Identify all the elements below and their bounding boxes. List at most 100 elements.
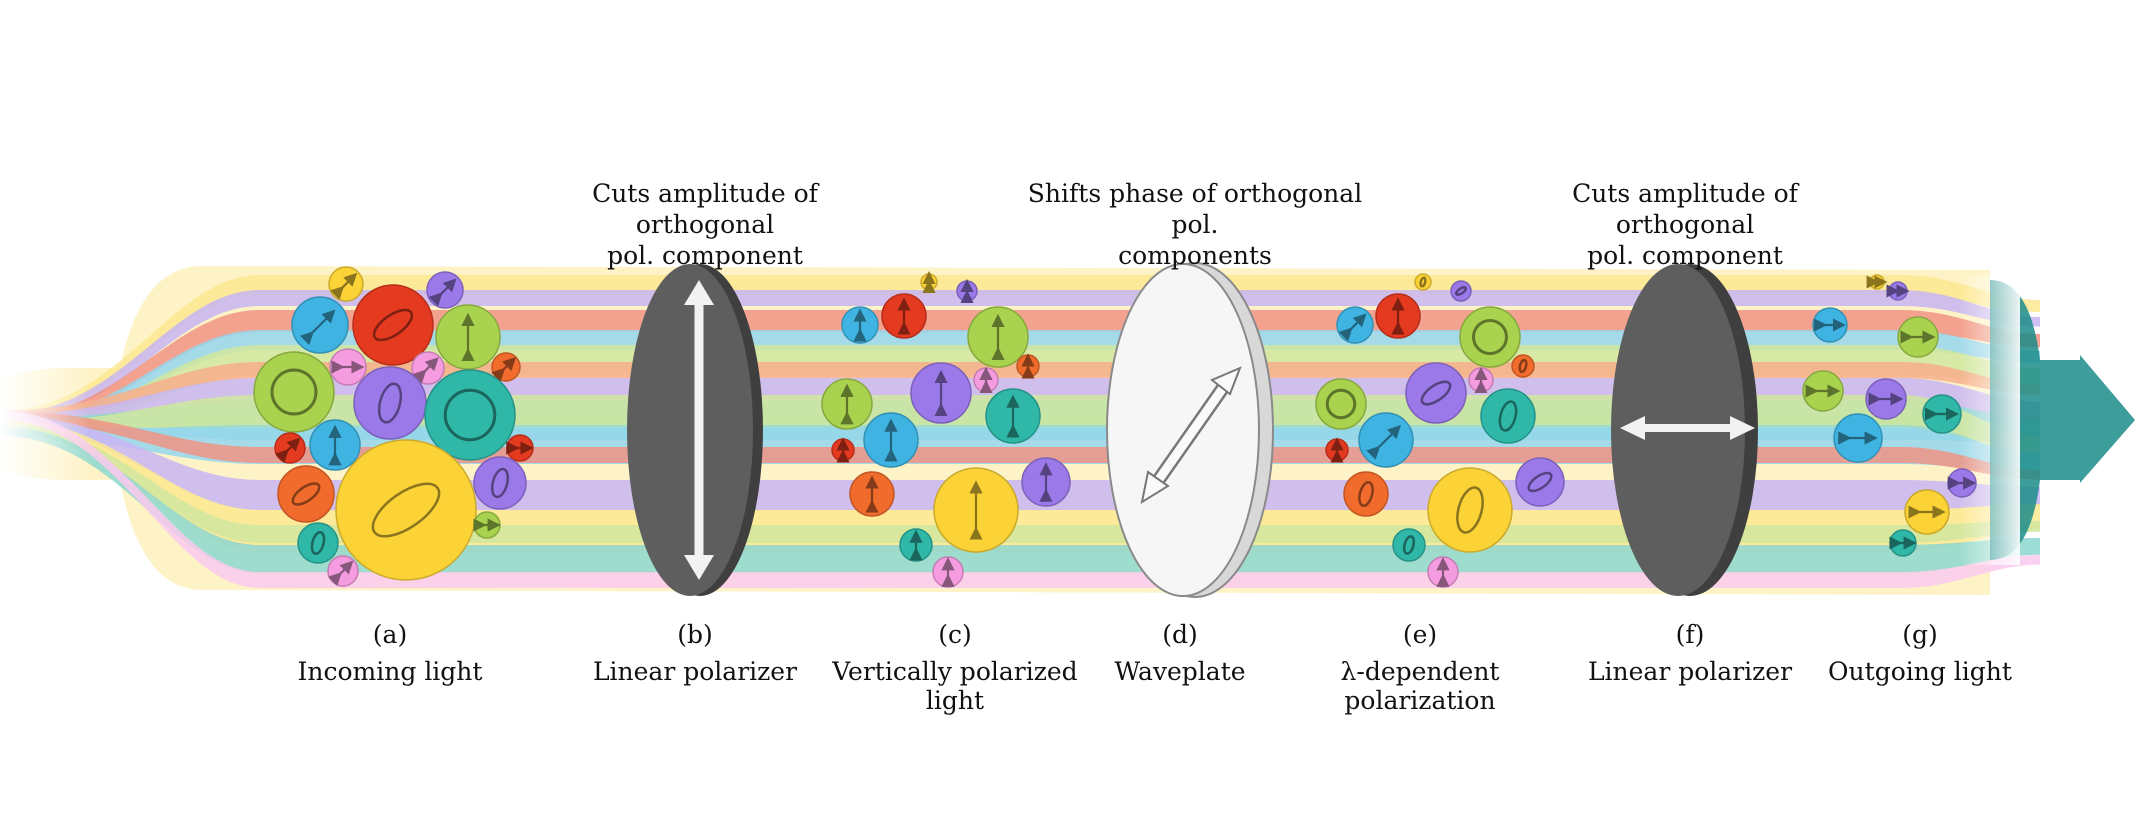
ellipseV-icon: [353, 366, 427, 440]
diagonal-arrow-icon: [1366, 424, 1402, 460]
diagonal-icon: [291, 296, 349, 354]
horizontal-icon: [1886, 281, 1910, 301]
horizontal-icon: [329, 348, 367, 386]
caption-label: Outgoing light: [1828, 657, 2012, 686]
polarization-disc: [353, 366, 427, 440]
vertical-icon: [863, 412, 919, 468]
elliptical-icon: [352, 284, 434, 366]
note-polarizer-f: Cuts amplitude of orthogonal pol. compon…: [1500, 178, 1870, 271]
polarization-disc: [277, 465, 335, 523]
caption-label: λ-dependent polarization: [1340, 657, 1500, 715]
circular-icon: [270, 368, 318, 416]
horizontal-icon: [506, 434, 534, 462]
diagonal-icon: [1358, 412, 1414, 468]
diagonal-icon: [328, 266, 364, 302]
elliptical-icon: [310, 531, 326, 555]
vertical-icon: [831, 437, 855, 463]
elliptical-icon: [1456, 486, 1484, 534]
horizontal-icon: [1866, 274, 1888, 290]
caption-label: Waveplate: [1114, 657, 1246, 686]
horizontal-icon: [1897, 316, 1939, 358]
circular-icon: [1472, 319, 1508, 355]
polarization-disc: [1405, 362, 1467, 424]
vertical-icon: [932, 556, 964, 588]
diagonal-arrow-icon: [428, 278, 457, 307]
vertical-icon: [1325, 437, 1349, 463]
caption-letter: (f): [1675, 620, 1705, 649]
horizontal-icon: [1947, 468, 1977, 498]
polarization-disc: [1511, 354, 1535, 378]
diagonal-arrow-icon: [327, 560, 354, 587]
ellipseV-icon: [297, 522, 339, 564]
elliptical-icon: [1450, 280, 1472, 302]
elliptical-icon: [277, 465, 335, 523]
note-waveplate: Shifts phase of orthogonal pol. componen…: [1005, 178, 1385, 271]
elliptical-icon: [1455, 286, 1467, 296]
vertical-icon: [956, 278, 978, 304]
caption-d: (d) Waveplate: [1100, 620, 1260, 686]
outgoing-beam-arrow: [1960, 275, 2135, 565]
diagonal-arrow-icon: [1338, 313, 1367, 342]
circular-icon: [424, 369, 516, 461]
caption-e: (e) λ-dependent polarization: [1265, 620, 1575, 715]
circular-icon: [1459, 306, 1521, 368]
polarization-disc: [352, 284, 434, 366]
polarization-disc: [297, 522, 339, 564]
elliptical-icon: [335, 439, 477, 581]
polarization-disc: [1480, 388, 1536, 444]
vertical-icon: [821, 378, 873, 430]
horizontal-icon: [1922, 394, 1962, 434]
horizontal-icon: [473, 511, 501, 539]
elliptical-icon: [372, 308, 414, 342]
diagonal-icon: [411, 351, 445, 385]
caption-letter: (c): [938, 620, 972, 649]
diagonal-icon: [274, 432, 306, 464]
diagonal-icon: [1336, 306, 1374, 344]
diagonal-arrow-icon: [491, 356, 517, 382]
caption-label: Linear polarizer: [1587, 657, 1793, 686]
diagonal-icon: [426, 271, 464, 309]
polarization-disc: [1450, 280, 1472, 302]
note-line: components: [1118, 241, 1272, 270]
polarization-disc: [335, 439, 477, 581]
ellipseV-icon: [473, 456, 527, 510]
note-line: pol. component: [607, 241, 803, 270]
elliptical-icon: [1402, 535, 1416, 555]
note-line: Cuts amplitude of orthogonal: [592, 179, 818, 239]
elliptical-icon: [1498, 400, 1518, 432]
caption-f: (f) Linear polarizer: [1570, 620, 1810, 686]
elliptical-icon: [490, 467, 510, 499]
horizontal-icon: [1802, 370, 1844, 412]
diagonal-arrow-icon: [330, 272, 358, 300]
linear-polarizer-f: [1611, 264, 1758, 596]
polarization-states: [253, 266, 1977, 588]
elliptical-icon: [291, 482, 321, 506]
vertical-icon: [309, 419, 361, 471]
diagonal-arrow-icon: [299, 309, 336, 346]
polarization-disc: [1459, 306, 1521, 368]
polarization-disc: [424, 369, 516, 461]
vertical-icon: [899, 528, 933, 562]
caption-label: Vertically polarized light: [832, 657, 1078, 715]
polarization-disc: [1515, 457, 1565, 507]
horizontal-icon: [1865, 378, 1907, 420]
caption-c: (c) Vertically polarized light: [800, 620, 1110, 715]
vertical-icon: [967, 306, 1029, 368]
polarization-disc: [1315, 378, 1367, 430]
caption-a: (a) Incoming light: [260, 620, 520, 686]
beam-band: [0, 422, 2040, 543]
polarization-disc: [1414, 273, 1432, 291]
vertical-icon: [1375, 293, 1421, 339]
vertical-icon: [985, 388, 1041, 444]
horizontal-icon: [1833, 413, 1883, 463]
ellipseV-icon: [1480, 388, 1536, 444]
vertical-icon: [1427, 556, 1459, 588]
circular-icon: [253, 351, 335, 433]
beam-band: [0, 275, 2040, 420]
elliptical-icon: [1358, 480, 1374, 508]
ellipseV-icon: [1511, 354, 1535, 378]
diagonal-icon: [491, 352, 521, 382]
caption-g: (g) Outgoing light: [1800, 620, 2040, 686]
horizontal-icon: [1904, 489, 1950, 535]
vertical-icon: [1468, 366, 1494, 394]
